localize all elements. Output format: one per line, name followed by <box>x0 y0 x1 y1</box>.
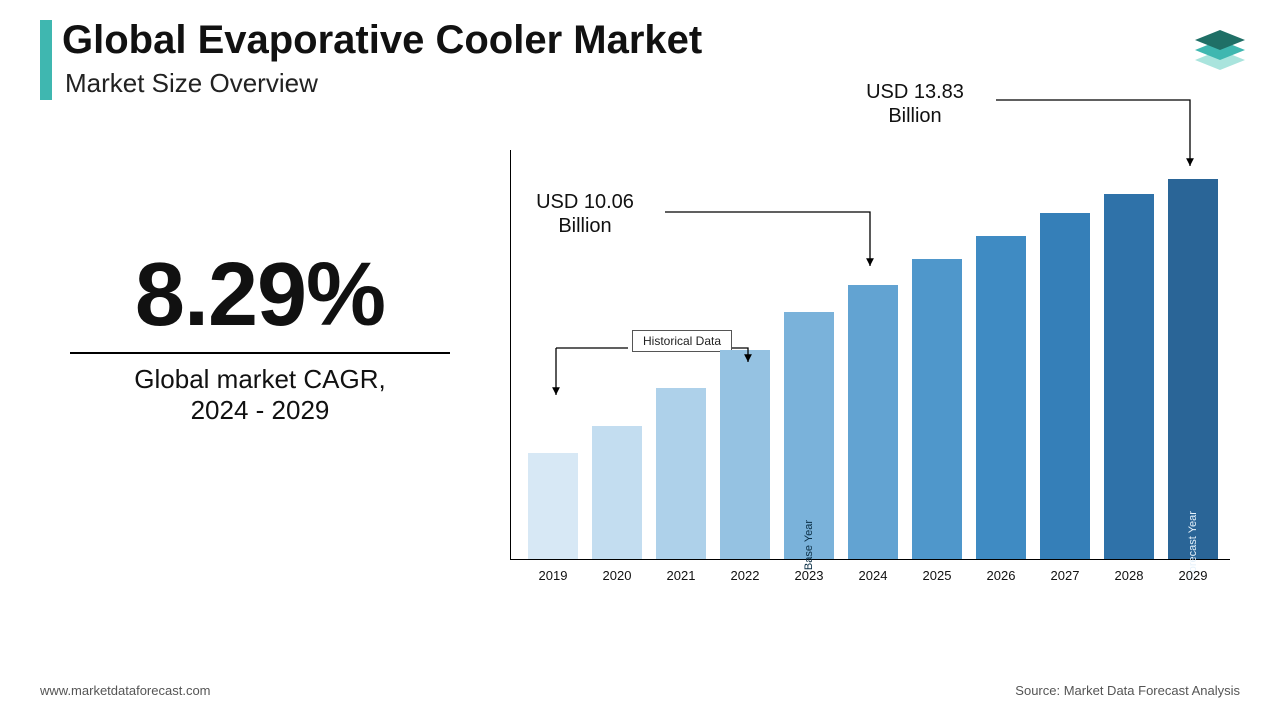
footer-url: www.marketdataforecast.com <box>40 683 211 698</box>
x-label: 2019 <box>533 568 573 583</box>
bar-2020 <box>592 426 642 559</box>
bar-2021 <box>656 388 706 559</box>
x-label: 2029 <box>1173 568 1213 583</box>
brand-logo <box>1190 22 1250 77</box>
cagr-value: 8.29% <box>70 250 450 340</box>
x-label: 2020 <box>597 568 637 583</box>
x-label: 2025 <box>917 568 957 583</box>
bar-2023: Base Year <box>784 312 834 559</box>
page-title: Global Evaporative Cooler Market <box>62 18 702 63</box>
stat-divider <box>70 352 450 354</box>
x-label: 2026 <box>981 568 1021 583</box>
bar-2028 <box>1104 194 1154 559</box>
stat-block: 8.29% Global market CAGR, 2024 - 2029 <box>70 250 450 426</box>
x-label: 2027 <box>1045 568 1085 583</box>
page-subtitle: Market Size Overview <box>65 68 318 99</box>
bar-2026 <box>976 236 1026 559</box>
bar-chart: Base YearForecast Year 20192020202120222… <box>510 150 1230 590</box>
bar-2019 <box>528 453 578 559</box>
bar-2024 <box>848 285 898 559</box>
bar-2027 <box>1040 213 1090 559</box>
cagr-caption-1: Global market CAGR, <box>70 364 450 395</box>
bar-2029: Forecast Year <box>1168 179 1218 559</box>
x-label: 2022 <box>725 568 765 583</box>
callout-2029-value: USD 13.83 Billion <box>840 80 990 128</box>
x-label: 2028 <box>1109 568 1149 583</box>
x-label: 2023 <box>789 568 829 583</box>
x-axis <box>510 559 1230 560</box>
footer-source: Source: Market Data Forecast Analysis <box>1015 683 1240 698</box>
cagr-caption-2: 2024 - 2029 <box>70 395 450 426</box>
bar-2022 <box>720 350 770 559</box>
callout-2029-text: USD 13.83 Billion <box>866 81 964 127</box>
accent-bar <box>40 20 52 100</box>
bars-container: Base Year Forecast Year <box>510 150 1230 559</box>
x-label: 2024 <box>853 568 893 583</box>
x-labels: 2019 2020 2021 2022 2023 2024 2025 2026 2027 2028… <box>510 562 1230 590</box>
bar-2025 <box>912 259 962 559</box>
x-label: 2021 <box>661 568 701 583</box>
layers-icon <box>1190 22 1250 77</box>
